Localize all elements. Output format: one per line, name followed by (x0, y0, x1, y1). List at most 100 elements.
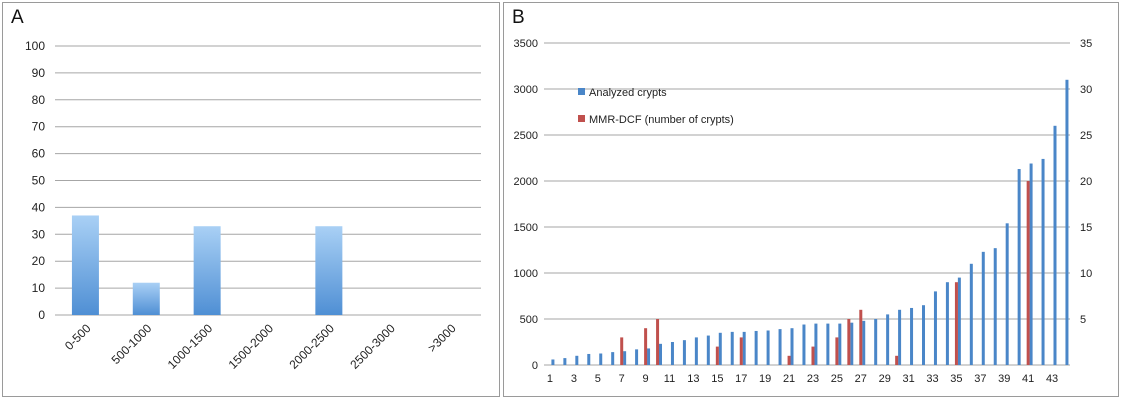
bar-analyzed-crypts (766, 330, 770, 365)
y-tick-label: 0 (532, 360, 538, 372)
legend-swatch (578, 88, 585, 95)
bar-mmr-dcf (1026, 181, 1030, 365)
x-tick-label: 2500-3000 (347, 321, 398, 372)
bar-analyzed-crypts (682, 340, 686, 365)
x-tick-label: 27 (855, 373, 867, 385)
x-tick-label: 0-500 (62, 321, 94, 353)
bar-mmr-dcf (847, 319, 851, 365)
bar-analyzed-crypts (850, 322, 854, 365)
bar-analyzed-crypts (659, 343, 663, 365)
y-tick-label: 70 (32, 120, 46, 134)
bar-mmr-dcf (895, 355, 899, 365)
bar-analyzed-crypts (623, 351, 627, 365)
bar-analyzed-crypts (862, 320, 866, 365)
bar-analyzed-crypts (694, 337, 698, 365)
x-tick-label: 13 (687, 373, 699, 385)
bar-analyzed-crypts (1029, 163, 1033, 365)
bar (132, 282, 160, 315)
bar-analyzed-crypts (910, 307, 914, 365)
bar-analyzed-crypts (826, 323, 830, 365)
x-tick-label: 1000-1500 (165, 321, 216, 372)
bar-analyzed-crypts (969, 263, 973, 365)
bar-analyzed-crypts (587, 353, 591, 365)
bar (315, 226, 343, 315)
bar-analyzed-crypts (575, 355, 579, 365)
bar-analyzed-crypts (635, 349, 639, 365)
bar-analyzed-crypts (647, 348, 651, 365)
bar-analyzed-crypts (551, 359, 555, 365)
bar-analyzed-crypts (838, 323, 842, 365)
bar-analyzed-crypts (1065, 79, 1069, 366)
bar-analyzed-crypts (1041, 158, 1045, 365)
bar-analyzed-crypts (981, 251, 985, 365)
legend-label: Analyzed crypts (589, 87, 667, 99)
x-tick-label: 11 (664, 373, 675, 385)
x-tick-label: 21 (783, 373, 795, 385)
bar-analyzed-crypts (790, 328, 794, 365)
bar-analyzed-crypts (945, 282, 949, 365)
y2-tick-label: 15 (1080, 222, 1092, 234)
bar-mmr-dcf (859, 309, 863, 365)
bar-analyzed-crypts (754, 330, 758, 365)
y-tick-label: 3500 (514, 38, 538, 50)
panel-a-letter: A (11, 7, 24, 28)
x-tick-label: 39 (998, 373, 1010, 385)
y-tick-label: 60 (32, 147, 46, 161)
x-tick-label: 43 (1046, 373, 1058, 385)
x-tick-label: 33 (926, 373, 938, 385)
y-tick-label: 90 (32, 66, 46, 80)
x-tick-label: 31 (902, 373, 914, 385)
bar-analyzed-crypts (993, 248, 997, 365)
x-tick-label: 2000-2500 (286, 321, 337, 372)
bar (71, 215, 99, 315)
x-tick-label: 17 (735, 373, 747, 385)
bar-analyzed-crypts (730, 331, 734, 365)
bar-analyzed-crypts (563, 358, 567, 365)
x-tick-label: 19 (759, 373, 771, 385)
y-tick-label: 40 (32, 200, 46, 214)
y2-tick-label: 35 (1080, 38, 1092, 50)
y-tick-label: 0 (38, 308, 45, 322)
bar-analyzed-crypts (898, 309, 902, 365)
bar-analyzed-crypts (778, 329, 782, 365)
y-tick-label: 10 (32, 281, 46, 295)
bar-analyzed-crypts (886, 314, 890, 365)
x-tick-label: 29 (879, 373, 891, 385)
bar-analyzed-crypts (742, 331, 746, 365)
x-tick-label: 7 (619, 373, 625, 385)
bar-mmr-dcf (811, 346, 815, 365)
x-tick-label: 3 (571, 373, 577, 385)
y-tick-label: 2500 (514, 130, 538, 142)
bar-analyzed-crypts (922, 305, 926, 365)
bar-analyzed-crypts (611, 352, 615, 365)
y2-tick-label: 20 (1080, 176, 1092, 188)
bar-mmr-dcf (954, 282, 958, 365)
legend-label: MMR-DCF (number of crypts) (589, 114, 734, 126)
bar-mmr-dcf (715, 346, 719, 365)
bar-mmr-dcf (739, 337, 743, 365)
panel-b-letter: B (512, 7, 525, 28)
x-tick-label: 41 (1022, 373, 1034, 385)
x-tick-label: 1 (547, 373, 553, 385)
x-tick-label: 1500-2000 (226, 321, 277, 372)
y-tick-label: 100 (25, 39, 45, 53)
y-tick-label: 50 (32, 174, 46, 188)
y-tick-label: 1000 (514, 268, 538, 280)
y-tick-label: 500 (520, 314, 538, 326)
y2-tick-label: 25 (1080, 130, 1092, 142)
x-tick-label: 37 (974, 373, 986, 385)
bar-analyzed-crypts (957, 277, 961, 365)
chart-a: 0 10 20 30 40 50 60 70 80 90 100 0-500 500-1000 1000-… (25, 39, 481, 372)
y2-tick-label: 30 (1080, 84, 1092, 96)
x-tick-label: 5 (595, 373, 601, 385)
chart-b: 0500100015002000250030003500510152025303… (514, 38, 1093, 385)
y-tick-label: 20 (32, 254, 46, 268)
y2-tick-label: 5 (1080, 314, 1086, 326)
x-tick-label: >3000 (425, 321, 459, 355)
bar-mmr-dcf (620, 337, 624, 365)
x-tick-label: 9 (643, 373, 649, 385)
bar-analyzed-crypts (718, 332, 722, 365)
bar-analyzed-crypts (933, 291, 937, 365)
x-tick-label: 15 (711, 373, 723, 385)
